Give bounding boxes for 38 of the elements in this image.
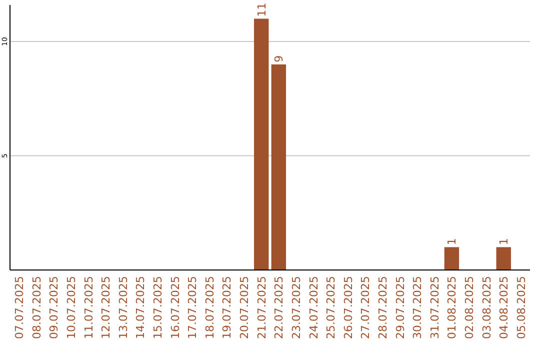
- x-tick-label: 31.07.2025: [428, 276, 442, 339]
- x-tick-label: 22.07.2025: [272, 276, 286, 339]
- bar: [254, 18, 269, 270]
- x-tick-label: 25.07.2025: [324, 276, 338, 339]
- data-label: 1: [446, 238, 459, 246]
- x-tick-label: 15.07.2025: [152, 276, 165, 339]
- x-tick-label: 16.07.2025: [168, 276, 182, 339]
- bar: [496, 247, 511, 270]
- x-tick-label: 03.08.2025: [480, 276, 494, 339]
- x-tick-label: 08.07.2025: [30, 276, 44, 339]
- x-tick-label: 19.07.2025: [220, 276, 234, 339]
- x-tick-label: 20.07.2025: [238, 276, 252, 339]
- x-tick-label: 30.07.2025: [411, 276, 424, 339]
- x-tick-label: 11.07.2025: [82, 276, 96, 339]
- x-tick-label: 14.07.2025: [134, 276, 148, 339]
- data-label: 11: [255, 2, 268, 17]
- data-label: 9: [272, 55, 286, 62]
- x-tick-label: 12.07.2025: [100, 276, 113, 339]
- x-tick-label: 29.07.2025: [394, 276, 407, 339]
- x-tick-label: 13.07.2025: [116, 276, 130, 339]
- x-tick-label: 09.07.2025: [48, 276, 61, 339]
- x-tick-label: 07.07.2025: [13, 276, 26, 339]
- x-tick-label: 23.07.2025: [290, 276, 303, 339]
- x-tick-label: 01.08.2025: [446, 276, 459, 339]
- x-tick-label: 04.08.2025: [498, 276, 511, 339]
- x-tick-label: 17.07.2025: [186, 276, 200, 339]
- x-tick-label: 02.08.2025: [463, 276, 476, 339]
- x-tick-label: 10.07.2025: [65, 276, 78, 339]
- x-tick-label: 27.07.2025: [359, 276, 372, 339]
- data-label: 1: [498, 238, 511, 246]
- x-tick-label: 21.07.2025: [255, 276, 268, 339]
- x-tick-label: 26.07.2025: [342, 276, 355, 339]
- x-tick-label: 24.07.2025: [307, 276, 320, 339]
- x-tick-label: 28.07.2025: [376, 276, 390, 339]
- bar: [444, 247, 460, 270]
- x-tick-label: 05.08.2025: [514, 276, 528, 339]
- bar: [271, 64, 286, 270]
- x-tick-label: 18.07.2025: [203, 276, 216, 339]
